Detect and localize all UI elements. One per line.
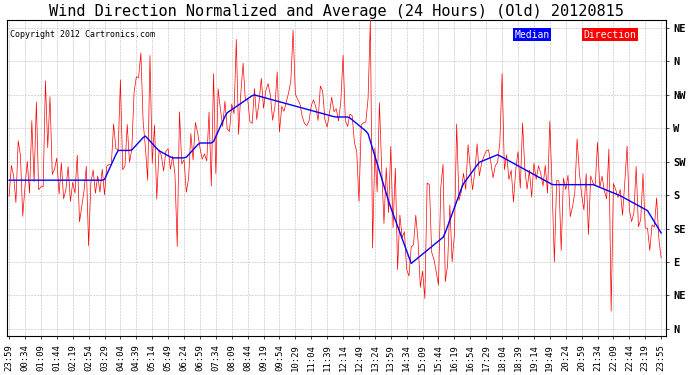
Text: Copyright 2012 Cartronics.com: Copyright 2012 Cartronics.com — [10, 30, 155, 39]
Text: Median: Median — [514, 30, 549, 40]
Title: Wind Direction Normalized and Average (24 Hours) (Old) 20120815: Wind Direction Normalized and Average (2… — [49, 4, 624, 19]
Text: Direction: Direction — [583, 30, 636, 40]
